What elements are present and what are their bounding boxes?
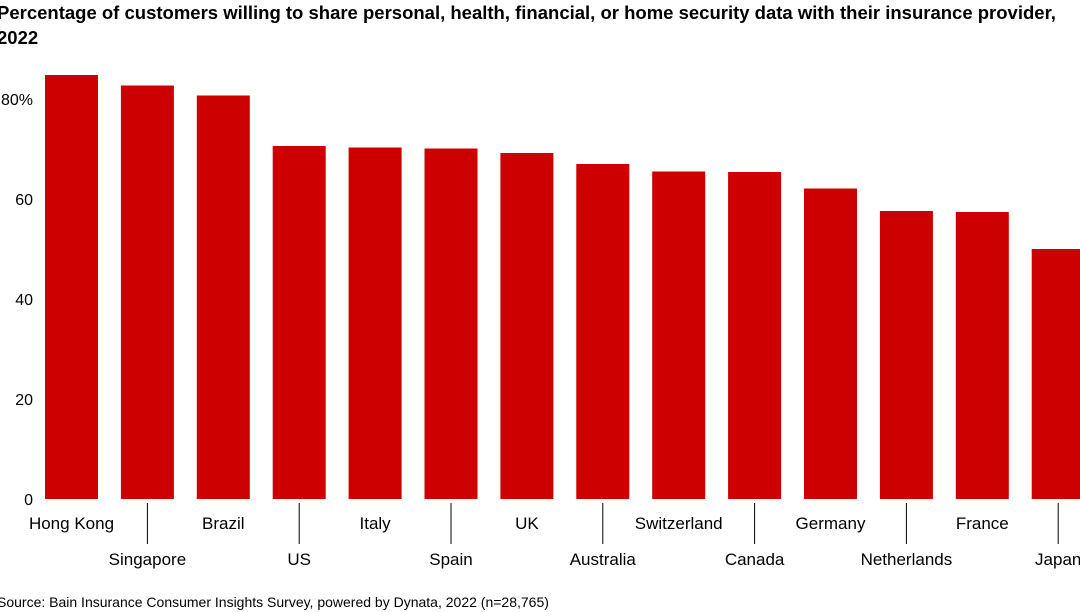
bar-brazil [196,95,250,499]
x-category-label: Germany [796,514,866,533]
x-category-label: Canada [725,550,785,569]
bar-japan [1031,249,1080,499]
bar-hong-kong [45,75,98,499]
y-tick-label: 20 [15,392,33,409]
bar-italy [348,147,402,499]
x-category-label: US [287,550,311,569]
x-category-label: Singapore [109,550,187,569]
bar-singapore [120,85,174,499]
bar-germany [804,188,857,499]
bar-canada [728,172,782,499]
bar-chart: 0 20 40 60 80% Hong Kong Singapore Brazil US Ital… [1,75,1080,569]
y-tick-label: 80% [1,92,33,109]
bar-netherlands [879,211,933,499]
y-tick-label: 60 [15,192,33,209]
x-category-label: Hong Kong [29,514,114,533]
x-category-label: Australia [570,550,637,569]
x-category-label: UK [515,514,539,533]
x-category-label: Japan [1035,550,1080,569]
bar-uk [500,153,554,499]
bar-australia [576,164,630,499]
x-category-label: Netherlands [861,550,953,569]
x-category-label: France [956,514,1009,533]
y-tick-label: 0 [24,492,33,509]
x-category-label: Italy [360,514,392,533]
bar-us [272,146,326,499]
bar-spain [424,148,478,499]
bar-switzerland [652,171,706,499]
chart-title: Percentage of customers willing to share… [0,2,1056,48]
x-category-label: Switzerland [635,514,723,533]
y-tick-label: 40 [15,292,33,309]
source-note: Source: Bain Insurance Consumer Insights… [0,594,549,610]
x-category-label: Spain [429,550,472,569]
x-category-label: Brazil [202,514,245,533]
bar-france [955,212,1009,499]
